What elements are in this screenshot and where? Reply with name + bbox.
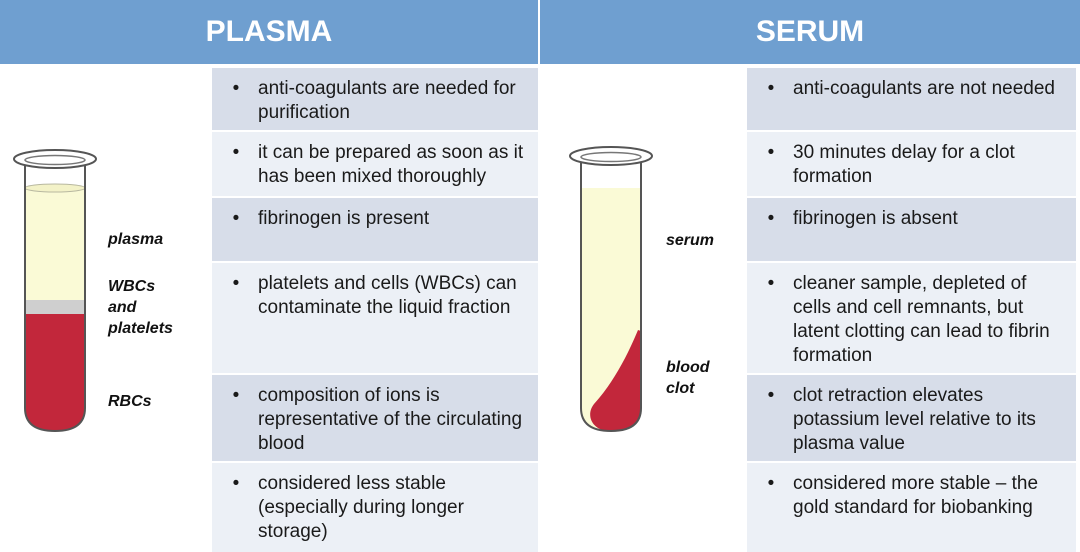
- plasma-title: PLASMA: [205, 15, 333, 48]
- plasma-row-text: it can be prepared as soon as it has bee…: [258, 142, 524, 187]
- bullet: •: [232, 142, 240, 163]
- serum-tube-illustration: [569, 146, 653, 433]
- label-platelets: platelets: [108, 320, 173, 337]
- label-blood-clot: blood clot: [666, 357, 710, 399]
- bullet: •: [767, 385, 775, 406]
- plasma-row-text: platelets and cells (WBCs) can contamina…: [258, 273, 517, 318]
- plasma-tube-illustration: [13, 149, 97, 433]
- serum-row-text: fibrinogen is absent: [793, 208, 958, 229]
- label-wbcs: WBCs: [108, 278, 156, 295]
- bullet: •: [767, 208, 775, 229]
- serum-row-text: 30 minutes delay for a clot formation: [793, 142, 1015, 187]
- serum-row-text: clot retraction elevates potassium level…: [793, 385, 1036, 454]
- plasma-row-text: fibrinogen is present: [258, 208, 430, 229]
- bullet: •: [232, 78, 240, 99]
- bullet: •: [767, 78, 775, 99]
- plasma-row-3: • fibrinogen is present: [212, 198, 538, 261]
- bullet: •: [232, 273, 240, 294]
- plasma-fluid-layer: [25, 188, 85, 300]
- label-clot: clot: [666, 380, 695, 397]
- label-rbcs: RBCs: [108, 393, 152, 410]
- buffy-coat-layer: [25, 300, 85, 314]
- bullet: •: [767, 473, 775, 494]
- plasma-header: PLASMA: [0, 0, 538, 64]
- serum-row-1: • anti-coagulants are not needed: [747, 68, 1076, 130]
- label-plasma: plasma: [108, 231, 164, 248]
- label-and: and: [108, 299, 137, 316]
- label-wbcs-and-platelets: WBCs and platelets: [108, 276, 173, 339]
- serum-row-3: • fibrinogen is absent: [747, 198, 1076, 261]
- bullet: •: [232, 473, 240, 494]
- serum-row-2: • 30 minutes delay for a clot formation: [747, 132, 1076, 196]
- bullet: •: [232, 385, 240, 406]
- label-blood: blood: [666, 359, 710, 376]
- plasma-row-text: anti-coagulants are needed for purificat…: [258, 78, 516, 123]
- serum-row-text: considered more stable – the gold standa…: [793, 473, 1039, 518]
- plasma-row-5: • composition of ions is representative …: [212, 375, 538, 461]
- plasma-row-6: • considered less stable (especially dur…: [212, 463, 538, 552]
- plasma-row-2: • it can be prepared as soon as it has b…: [212, 132, 538, 196]
- serum-title: SERUM: [755, 15, 865, 48]
- plasma-row-1: • anti-coagulants are needed for purific…: [212, 68, 538, 130]
- plasma-row-4: • platelets and cells (WBCs) can contami…: [212, 263, 538, 373]
- serum-row-text: anti-coagulants are not needed: [793, 78, 1055, 99]
- serum-row-text: cleaner sample, depleted of cells and ce…: [793, 273, 1050, 366]
- plasma-row-text: considered less stable (especially durin…: [258, 473, 464, 542]
- serum-row-5: • clot retraction elevates potassium lev…: [747, 375, 1076, 461]
- serum-header: SERUM: [540, 0, 1080, 64]
- bullet: •: [767, 142, 775, 163]
- blood-clot-shape: [590, 330, 641, 431]
- label-serum: serum: [666, 232, 715, 249]
- rbc-layer: [25, 314, 85, 431]
- bullet: •: [767, 273, 775, 294]
- serum-row-4: • cleaner sample, depleted of cells and …: [747, 263, 1076, 373]
- bullet: •: [232, 208, 240, 229]
- serum-row-6: • considered more stable – the gold stan…: [747, 463, 1076, 552]
- plasma-row-text: composition of ions is representative of…: [258, 385, 523, 454]
